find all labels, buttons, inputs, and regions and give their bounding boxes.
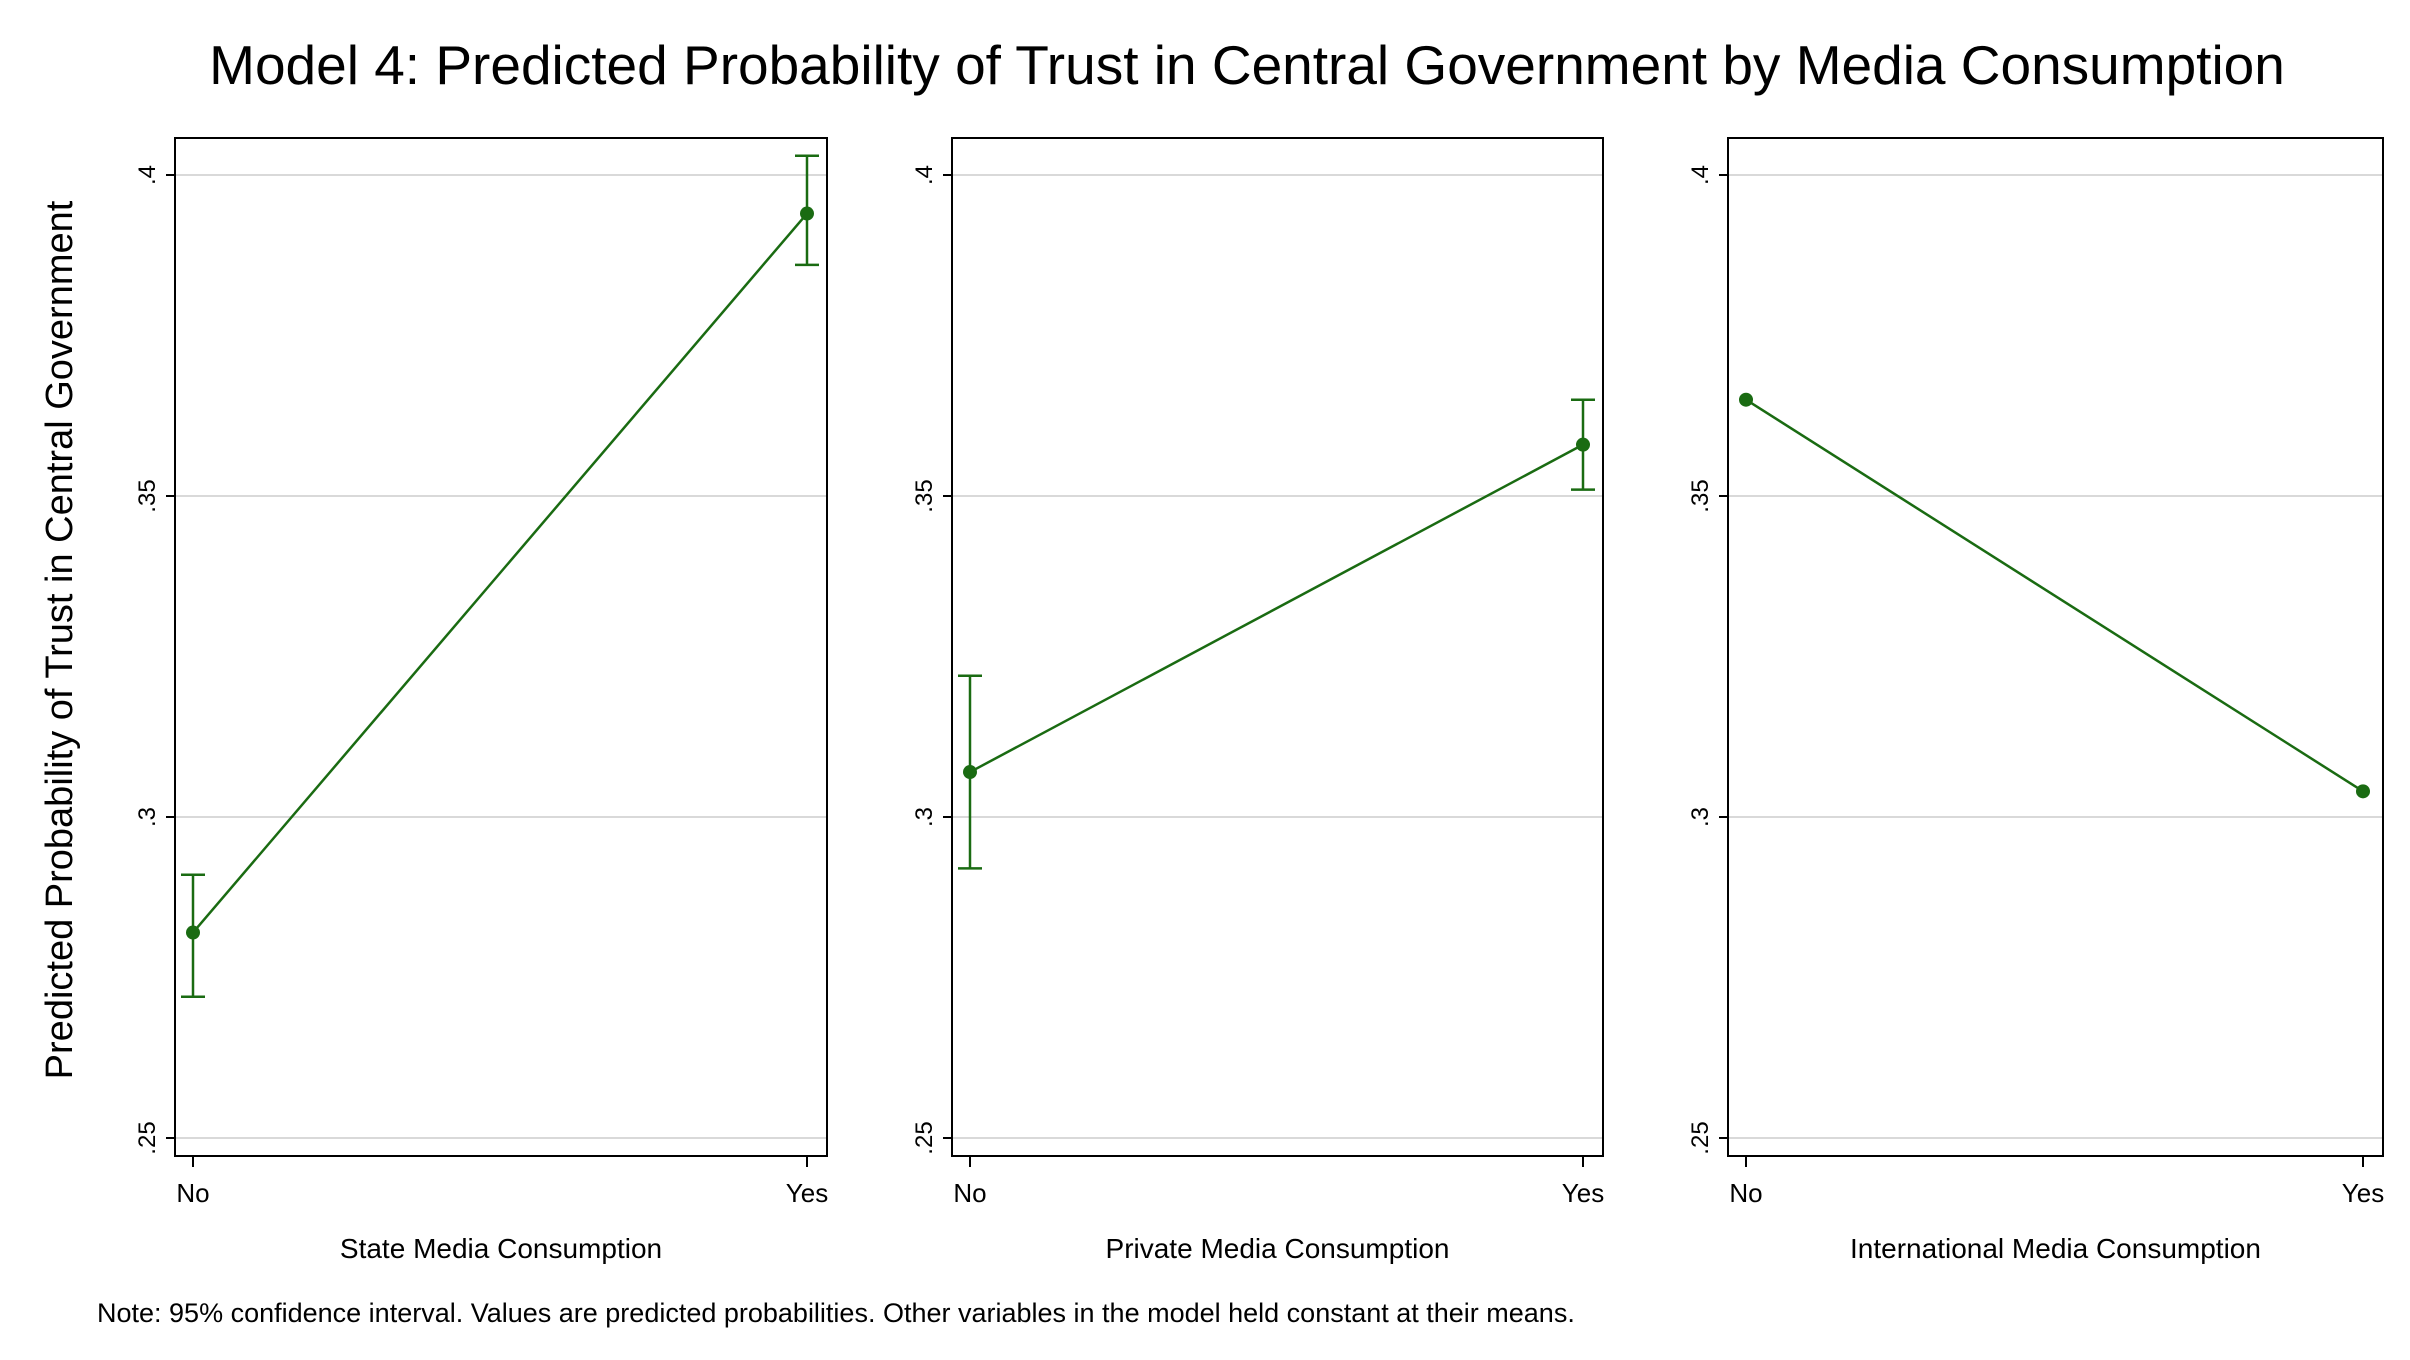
y-tick-label: .25 xyxy=(911,1121,938,1154)
panel-2: .25 .3 .35 .4 No Yes Private Media Consumption xyxy=(911,137,1604,1264)
x-tick-label: Yes xyxy=(1562,1178,1604,1208)
panel-3: .25 .3 .35 .4 No Yes International Media Consu… xyxy=(1687,137,2384,1264)
y-tick-label: .3 xyxy=(1687,807,1714,827)
series-line xyxy=(192,212,808,934)
x-tick-label: No xyxy=(953,1178,986,1208)
y-tick-label: .4 xyxy=(1687,165,1714,185)
data-point xyxy=(1576,437,1590,452)
figure-note: Note: 95% confidence interval. Values ar… xyxy=(97,1298,1575,1328)
y-tick-label: .35 xyxy=(1687,479,1714,512)
series-line xyxy=(969,443,1584,774)
y-tick-label: .4 xyxy=(134,165,161,185)
x-tick-label: No xyxy=(1729,1178,1762,1208)
figure-title: Model 4: Predicted Probability of Trust … xyxy=(209,34,2285,96)
plot-frame xyxy=(174,137,828,1157)
y-tick-label: .35 xyxy=(911,479,938,512)
x-tick-label: Yes xyxy=(786,1178,828,1208)
y-tick-label: .25 xyxy=(134,1121,161,1154)
data-point xyxy=(963,765,977,780)
y-tick-label: .3 xyxy=(911,807,938,827)
y-axis-title: Predicted Probability of Trust in Centra… xyxy=(39,200,81,1079)
x-axis-title: State Media Consumption xyxy=(340,1233,662,1264)
y-tick-label: .4 xyxy=(911,165,938,185)
panel-1: .25 .3 .35 .4 No Yes State Media Consumption xyxy=(134,137,828,1264)
x-axis-title: Private Media Consumption xyxy=(1106,1233,1450,1264)
x-axis-title: International Media Consumption xyxy=(1850,1233,2261,1264)
x-tick-label: No xyxy=(176,1178,209,1208)
y-tick-label: .35 xyxy=(134,479,161,512)
plot-frame xyxy=(951,137,1604,1157)
y-tick-label: .3 xyxy=(134,807,161,827)
plot-frame xyxy=(1727,137,2384,1157)
data-point xyxy=(2356,784,2370,799)
x-tick-label: Yes xyxy=(2342,1178,2384,1208)
data-point xyxy=(186,925,200,940)
data-point xyxy=(800,206,814,221)
series-line xyxy=(1745,398,2364,793)
data-point xyxy=(1739,392,1753,407)
y-tick-label: .25 xyxy=(1687,1121,1714,1154)
